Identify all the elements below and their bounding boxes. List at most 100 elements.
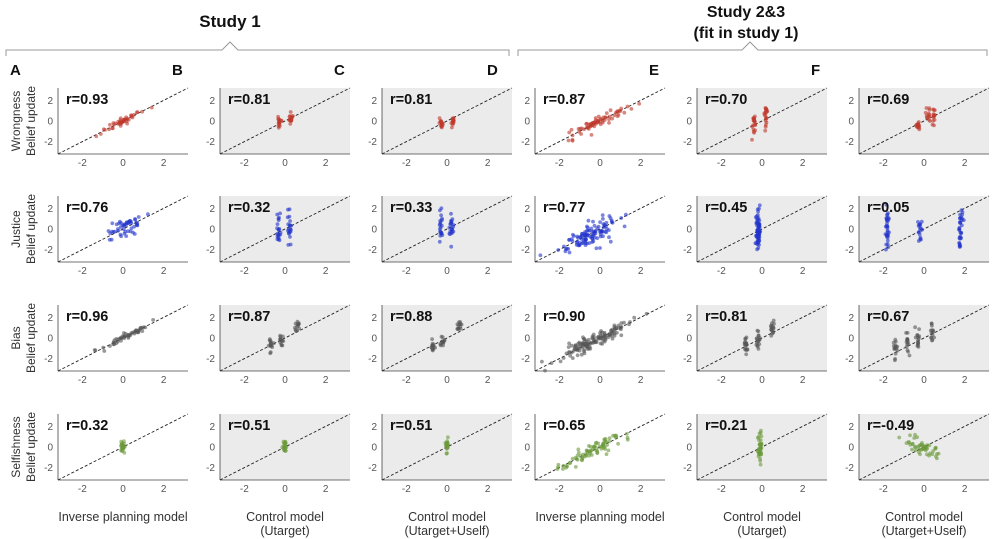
data-point [598,336,603,341]
correlation-label: r=0.67 [867,309,909,325]
data-point [590,336,595,340]
y-tick-label: -2 [206,354,215,365]
y-tick-label: 0 [371,117,377,128]
data-point [438,208,442,213]
data-point [932,123,936,128]
data-point [107,127,111,132]
data-point [579,352,584,357]
data-point [275,222,280,227]
data-point [755,449,760,454]
data-point [891,344,896,348]
data-point [957,236,962,241]
study1-title: Study 1 [199,12,260,31]
data-point [444,444,449,449]
data-point [578,235,583,240]
x-tick-label: 0 [282,375,288,386]
identity-line [219,195,351,263]
study1-brace [5,41,510,56]
correlation-label: r=0.45 [705,200,747,216]
data-point [918,222,922,227]
correlation-label: r=0.32 [228,200,270,216]
data-point [288,122,293,126]
data-point [433,345,437,350]
x-tick-label: 0 [759,375,765,386]
correlation-label: r=0.88 [390,309,432,325]
data-point [140,109,145,114]
data-point [92,348,97,352]
data-point [607,214,612,218]
x-tick-label: 0 [597,484,603,495]
panel-F-justice: 2 0 -2 -2 0 2 r=0.05 [845,195,990,277]
data-point [930,328,934,333]
data-point [101,345,106,350]
data-point [758,459,763,463]
x-tick-label: 0 [444,484,450,495]
row-ylabel: Belief update [24,412,38,482]
data-point [753,215,758,220]
data-point [556,248,561,252]
data-point [587,444,591,448]
data-point [441,343,445,348]
data-point [930,452,935,457]
data-point [609,329,614,334]
data-point [126,333,131,337]
data-point [742,342,747,347]
data-point [138,325,143,330]
data-point [752,119,757,124]
x-tick-label: 2 [161,375,167,386]
data-point [624,212,628,217]
data-point [957,241,962,245]
x-axis-label: Control model [408,510,486,524]
x-tick-label: 2 [485,158,491,169]
data-point [625,104,630,109]
data-point [561,464,566,468]
data-point [907,353,912,358]
panel-letter-A: A [10,62,21,79]
data-point [585,241,589,246]
data-point [757,342,762,346]
y-tick-label: 2 [209,313,215,324]
panel-B-justice: 2 0 -2 -2 0 2 r=0.32 [206,195,351,277]
x-tick-label: 0 [282,158,288,169]
y-tick-label: 2 [848,422,854,433]
data-point [549,361,554,365]
y-tick-label: 2 [209,96,215,107]
data-point [126,117,131,122]
identity-line [381,87,513,155]
data-point [131,230,135,235]
data-point [117,121,122,126]
data-point [573,343,578,348]
data-point [570,356,575,360]
y-tick-label: 2 [371,96,377,107]
correlation-label: r=0.77 [543,200,585,216]
y-tick-label: 0 [209,117,215,128]
panel-A-selfishness: 2 0 -2 -2 0 2 r=0.32 [44,413,189,495]
correlation-label: r=0.81 [705,309,747,325]
y-tick-label: 0 [524,334,530,345]
data-point [601,225,606,230]
y-tick-label: -2 [368,354,377,365]
x-axis-label: (Utarget+Uself) [881,524,966,538]
panel-letter-B: B [172,62,183,79]
panel-letter-E: E [649,62,659,79]
y-tick-label: 0 [686,117,692,128]
data-point [600,118,605,123]
x-tick-label: 2 [161,484,167,495]
data-point [598,220,602,225]
y-tick-label: -2 [521,245,530,256]
x-tick-label: 2 [800,484,806,495]
data-point [582,337,587,341]
correlation-label: r=0.93 [66,92,108,108]
x-tick-label: 0 [759,484,765,495]
data-point [756,232,760,237]
x-axis-label: (Utarget) [260,524,309,538]
correlation-label: r=0.69 [867,92,909,108]
correlation-label: r=-0.49 [867,418,914,434]
data-point [957,243,962,248]
data-point [449,220,453,225]
data-point [751,129,756,134]
data-point [617,326,622,330]
data-point [756,246,761,250]
data-point [584,341,589,346]
data-point [758,229,763,234]
